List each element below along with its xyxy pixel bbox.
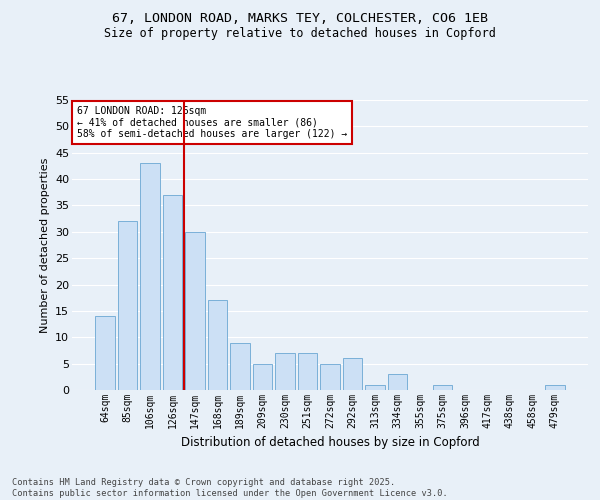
- Bar: [298, 353, 317, 390]
- Bar: [230, 342, 250, 390]
- Bar: [388, 374, 407, 390]
- X-axis label: Distribution of detached houses by size in Copford: Distribution of detached houses by size …: [181, 436, 479, 450]
- Bar: [545, 384, 565, 390]
- Text: Contains HM Land Registry data © Crown copyright and database right 2025.
Contai: Contains HM Land Registry data © Crown c…: [12, 478, 448, 498]
- Bar: [343, 358, 362, 390]
- Bar: [320, 364, 340, 390]
- Bar: [95, 316, 115, 390]
- Bar: [208, 300, 227, 390]
- Bar: [185, 232, 205, 390]
- Bar: [118, 222, 137, 390]
- Bar: [275, 353, 295, 390]
- Bar: [433, 384, 452, 390]
- Text: Size of property relative to detached houses in Copford: Size of property relative to detached ho…: [104, 28, 496, 40]
- Bar: [140, 164, 160, 390]
- Bar: [163, 195, 182, 390]
- Text: 67, LONDON ROAD, MARKS TEY, COLCHESTER, CO6 1EB: 67, LONDON ROAD, MARKS TEY, COLCHESTER, …: [112, 12, 488, 26]
- Y-axis label: Number of detached properties: Number of detached properties: [40, 158, 50, 332]
- Text: 67 LONDON ROAD: 126sqm
← 41% of detached houses are smaller (86)
58% of semi-det: 67 LONDON ROAD: 126sqm ← 41% of detached…: [77, 106, 347, 139]
- Bar: [365, 384, 385, 390]
- Bar: [253, 364, 272, 390]
